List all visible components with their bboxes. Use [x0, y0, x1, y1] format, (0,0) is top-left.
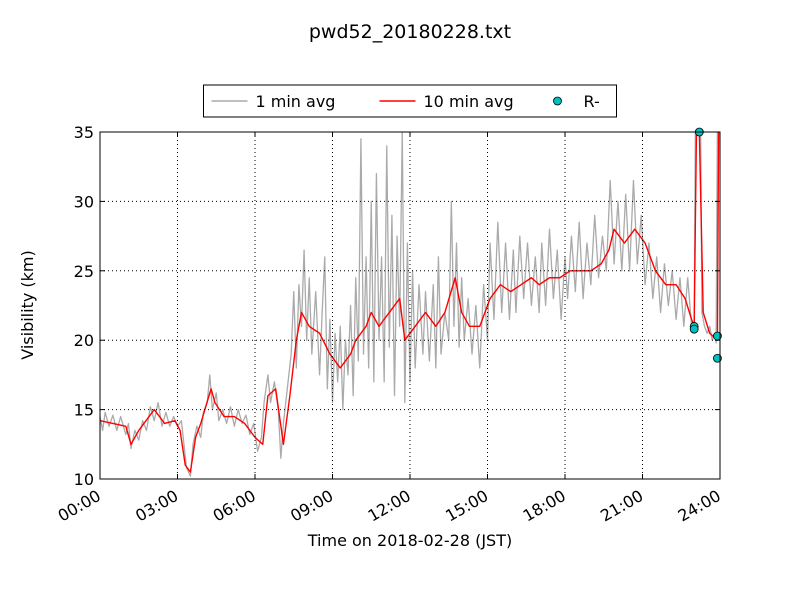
- data-point: [713, 353, 722, 363]
- legend-label: 10 min avg: [424, 92, 514, 111]
- data-line: [100, 132, 718, 477]
- y-tick-label: 25: [74, 262, 94, 281]
- chart-title: pwd52_20180228.txt: [309, 21, 511, 43]
- y-tick-label: 10: [74, 470, 94, 489]
- legend-label: 1 min avg: [256, 92, 336, 111]
- y-axis-label: Visibility (km): [18, 250, 37, 359]
- y-tick-label: 15: [74, 401, 94, 420]
- y-tick-label: 35: [74, 123, 94, 142]
- data-point: [689, 324, 699, 334]
- data-point: [713, 331, 722, 341]
- legend-swatch: [553, 96, 562, 106]
- legend-label: R-: [584, 92, 600, 111]
- y-tick-label: 30: [74, 192, 94, 211]
- y-tick-label: 20: [74, 331, 94, 350]
- x-axis-label: Time on 2018-02-28 (JST): [307, 531, 512, 550]
- plot-frame: [99, 131, 721, 480]
